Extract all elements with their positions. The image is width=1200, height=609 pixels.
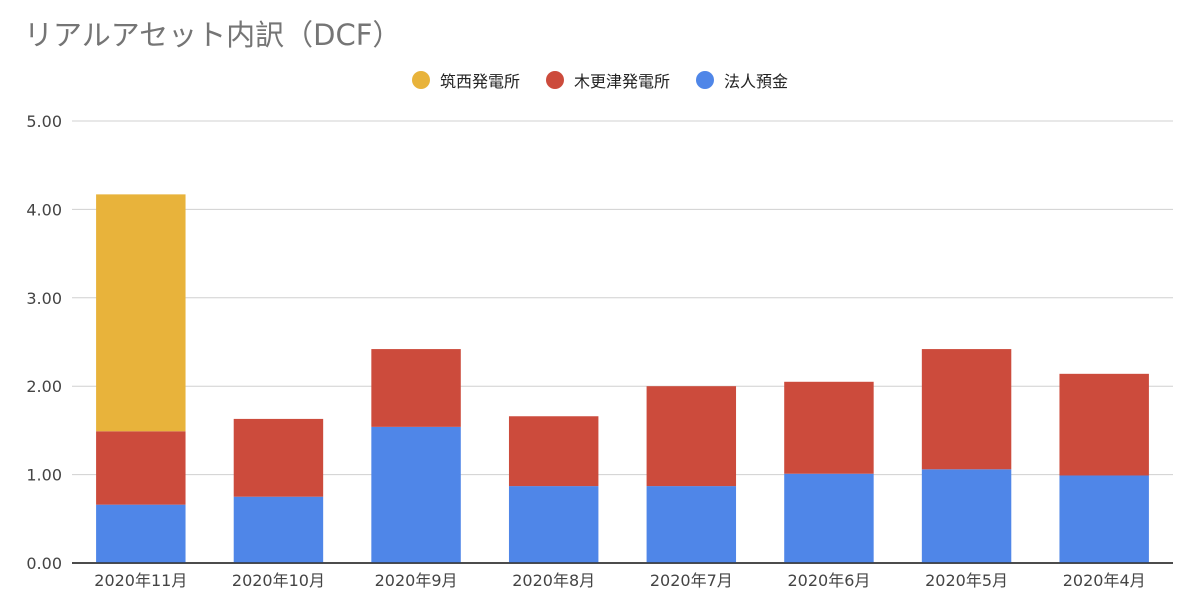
chart-title: リアルアセット内訳（DCF） [24,18,402,52]
x-tick-label: 2020年10月 [232,571,325,590]
legend-swatch-kisarazu [545,71,564,89]
x-tick-label: 2020年9月 [375,571,458,590]
bar-segment [784,473,874,563]
x-tick-label: 2020年8月 [512,571,595,590]
legend-swatch-deposit [696,71,714,89]
bar-segment [1059,475,1149,563]
legend: 筑西発電所 木更津発電所 法人預金 [0,68,1200,92]
y-tick-label: 1.00 [26,466,62,485]
legend-label-kisarazu: 木更津発電所 [573,72,670,91]
y-tick-label: 4.00 [26,200,62,219]
bar-segment [646,486,737,563]
bar-segment [96,504,186,563]
legend-item-chikusei[interactable]: 筑西発電所 [411,68,520,92]
bar-segment [921,469,1012,563]
bar-segment [921,349,1012,470]
legend-label-chikusei: 筑西発電所 [439,72,520,91]
y-tick-label: 2.00 [26,377,62,396]
y-tick-label: 3.00 [26,289,62,308]
legend-item-kisarazu[interactable]: 木更津発電所 [545,68,670,92]
bar-segment [96,431,186,505]
bar-segment [1059,373,1149,476]
x-tick-label: 2020年7月 [650,571,733,590]
bar-segment [233,496,324,563]
legend-swatch-chikusei [411,71,430,89]
bar-segment [371,349,461,427]
legend-item-deposit[interactable]: 法人預金 [696,68,788,92]
bar-segment [371,426,461,563]
bar-segment [646,386,737,487]
x-tick-label: 2020年5月 [925,571,1008,590]
bar-segment [508,486,599,563]
bar-segment [233,418,324,497]
legend-label-deposit: 法人預金 [724,72,789,91]
x-tick-label: 2020年6月 [787,571,870,590]
y-tick-label: 0.00 [26,554,62,573]
y-tick-label: 5.00 [26,112,62,131]
bar-segment [508,416,599,487]
bar-segment [96,194,186,432]
x-tick-label: 2020年4月 [1063,571,1146,590]
x-tick-label: 2020年11月 [94,571,187,590]
bar-segment [784,381,874,474]
